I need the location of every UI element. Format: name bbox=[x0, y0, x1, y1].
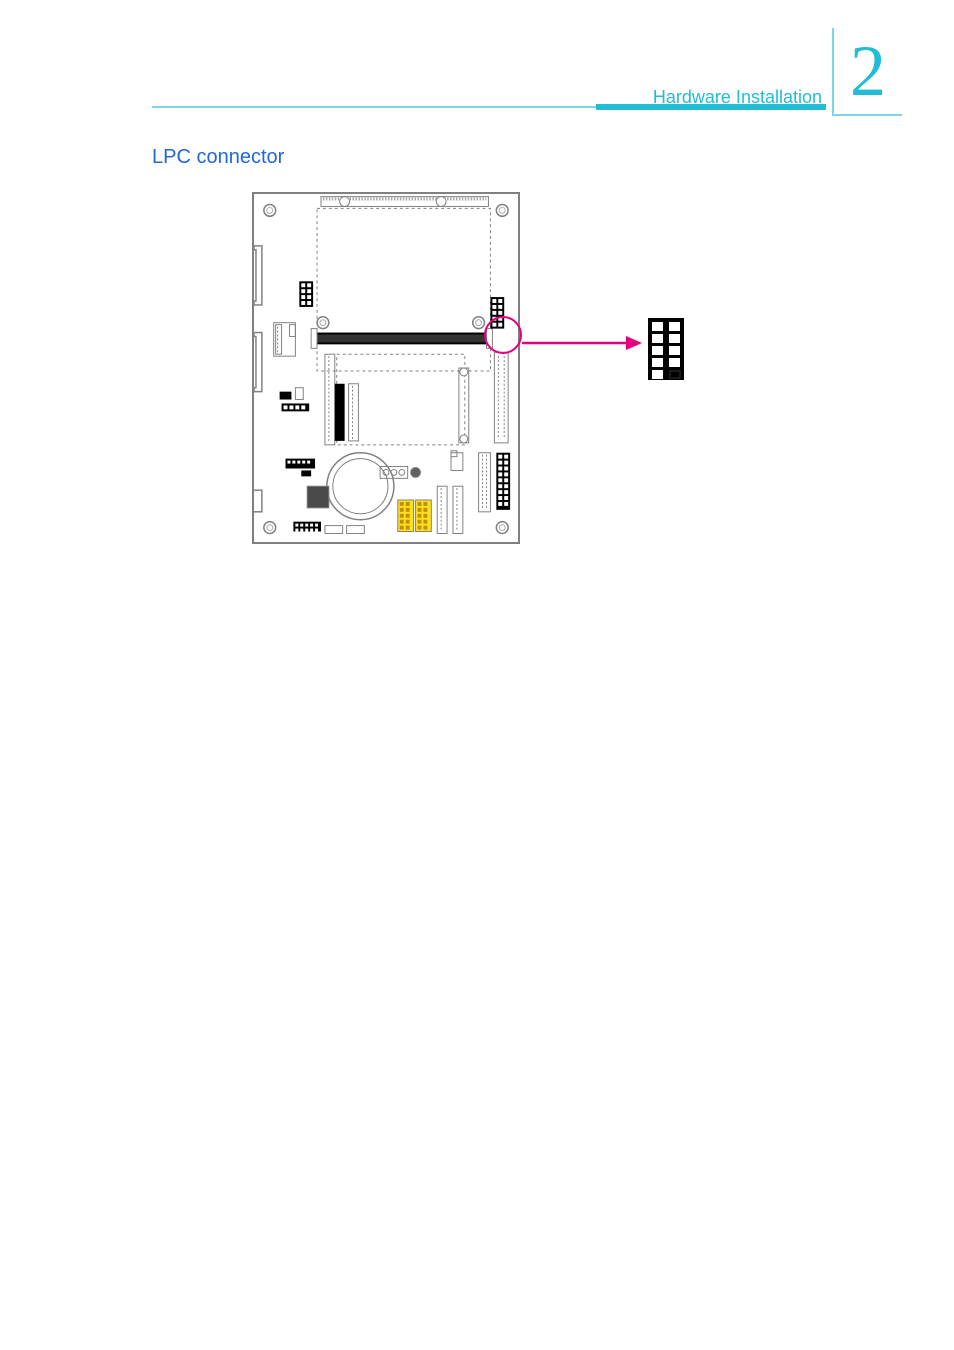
motherboard-diagram bbox=[252, 192, 520, 544]
chapter-number: 2 bbox=[850, 30, 886, 113]
callout-circle bbox=[484, 316, 522, 354]
board-schematic-svg bbox=[254, 194, 518, 542]
lpc-connector-detail bbox=[648, 318, 684, 380]
callout-arrow bbox=[522, 334, 642, 352]
header-label: Hardware Installation bbox=[653, 87, 822, 108]
screw-holes bbox=[264, 204, 508, 533]
section-title: LPC connector bbox=[152, 146, 284, 169]
chapter-badge: 2 bbox=[832, 28, 902, 116]
